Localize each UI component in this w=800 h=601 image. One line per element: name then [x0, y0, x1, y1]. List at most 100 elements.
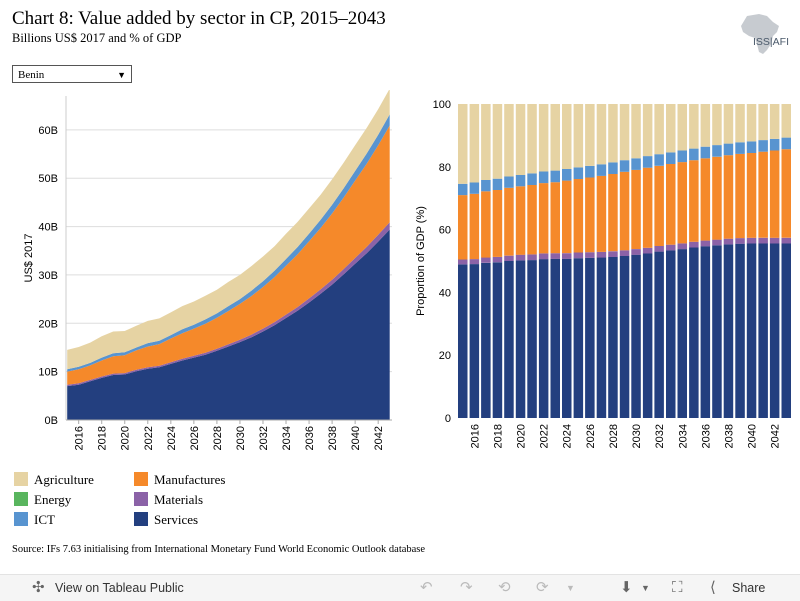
bar-manufactures-2041: [758, 151, 768, 238]
x-tick-label: 2024: [562, 424, 574, 448]
bar-services-2041: [758, 243, 768, 418]
bar-services-2023: [550, 258, 560, 418]
x-tick-label: 2036: [700, 424, 712, 448]
bar-services-2039: [735, 243, 745, 418]
bar-agriculture-2019: [504, 104, 514, 177]
bar-manufactures-2016: [469, 193, 480, 260]
bar-manufactures-2030: [631, 169, 641, 249]
x-tick-label: 2040: [747, 424, 759, 448]
x-tick-label: 2022: [539, 424, 551, 448]
bar-ict-2037: [712, 145, 722, 157]
bar-manufactures-2018: [492, 190, 503, 257]
bar-materials-2022: [538, 253, 549, 260]
bar-agriculture-2017: [481, 104, 491, 180]
bar-ict-2030: [631, 158, 641, 170]
refresh-dropdown-icon[interactable]: ▼: [566, 583, 575, 593]
bar-materials-2019: [504, 255, 514, 261]
legend-swatch: [134, 512, 148, 526]
x-tick-label: 2042: [770, 424, 782, 448]
bar-ict-2035: [689, 148, 699, 161]
bar-ict-2031: [642, 156, 653, 168]
bar-agriculture-2015: [458, 104, 468, 184]
share-button[interactable]: Share: [732, 581, 766, 595]
bar-manufactures-2043: [781, 149, 791, 238]
y-tick-label: 40B: [38, 222, 58, 234]
bar-agriculture-2036: [700, 104, 711, 147]
bar-manufactures-2033: [666, 164, 676, 245]
bar-materials-2016: [469, 259, 480, 265]
bar-agriculture-2033: [666, 104, 676, 153]
download-dropdown-icon[interactable]: ▼: [641, 583, 650, 593]
bar-ict-2034: [677, 150, 687, 163]
bar-services-2029: [619, 256, 630, 418]
bar-manufactures-2036: [700, 158, 711, 241]
bar-materials-2023: [550, 253, 560, 259]
bar-services-2034: [677, 249, 687, 418]
legend-item-ict[interactable]: ICT: [14, 512, 55, 528]
bar-services-2017: [481, 262, 491, 418]
x-tick-label: 2040: [350, 426, 362, 450]
y-tick-label: 30B: [38, 270, 58, 282]
bar-agriculture-2018: [492, 104, 503, 179]
bar-manufactures-2025: [573, 179, 584, 253]
share-icon[interactable]: ⟨: [710, 579, 716, 596]
x-tick-label: 2028: [212, 426, 224, 450]
bar-materials-2040: [746, 237, 757, 244]
tableau-toolbar: ✣ View on Tableau Public ↶ ↷ ⟲ ⟳ ▼ ⬇ ▼ ⛶…: [0, 574, 800, 601]
country-select[interactable]: Benin ▼: [12, 65, 132, 83]
bar-ict-2025: [573, 167, 584, 179]
x-tick-label: 2018: [492, 424, 504, 448]
legend-item-agriculture[interactable]: Agriculture: [14, 472, 94, 488]
bar-materials-2043: [781, 237, 791, 244]
svg-text:ISS|AFI: ISS|AFI: [753, 36, 789, 48]
legend-item-manufactures[interactable]: Manufactures: [134, 472, 225, 488]
y-tick-label: 0B: [45, 415, 58, 427]
bar-services-2025: [573, 258, 584, 418]
bar-services-2031: [642, 253, 653, 418]
bar-agriculture-2030: [631, 104, 641, 159]
y-tick-label: 60B: [38, 125, 58, 137]
bar-materials-2026: [585, 252, 595, 258]
bar-manufactures-2024: [562, 180, 572, 254]
legend-item-services[interactable]: Services: [134, 512, 198, 528]
iss-afi-logo: ISS|AFI: [741, 14, 789, 54]
bar-services-2043: [781, 243, 791, 418]
area-series-manufactures: [67, 125, 390, 385]
bar-manufactures-2035: [689, 160, 699, 242]
bar-ict-2019: [504, 176, 514, 188]
bar-agriculture-2038: [723, 104, 734, 144]
bar-agriculture-2032: [654, 104, 664, 155]
bar-services-2015: [458, 264, 468, 418]
revert-icon[interactable]: ⟲: [498, 579, 511, 596]
bar-agriculture-2016: [469, 104, 480, 183]
legend-label: ICT: [34, 512, 55, 527]
bar-services-2022: [538, 259, 549, 418]
bar-ict-2033: [666, 152, 676, 164]
download-icon[interactable]: ⬇: [620, 579, 633, 596]
bar-materials-2039: [735, 238, 745, 244]
bar-agriculture-2022: [538, 104, 549, 172]
fullscreen-icon[interactable]: ⛶: [672, 579, 683, 596]
legend-item-materials[interactable]: Materials: [134, 492, 203, 508]
bar-agriculture-2029: [619, 104, 630, 161]
bar-manufactures-2029: [619, 171, 630, 251]
bar-services-2020: [515, 260, 526, 418]
bar-ict-2018: [492, 178, 503, 190]
bar-ict-2028: [608, 162, 618, 174]
legend-item-energy[interactable]: Energy: [14, 492, 71, 508]
bar-services-2016: [469, 264, 480, 418]
redo-icon[interactable]: ↷: [460, 579, 473, 596]
area-series-agriculture: [67, 90, 390, 370]
view-on-tableau-link[interactable]: View on Tableau Public: [55, 581, 184, 595]
bar-manufactures-2039: [735, 153, 745, 239]
refresh-icon[interactable]: ⟳: [536, 579, 549, 596]
bar-agriculture-2034: [677, 104, 687, 151]
y-axis-title: Proportion of GDP (%): [415, 206, 427, 316]
chevron-down-icon: ▼: [117, 70, 126, 80]
x-tick-label: 2018: [97, 426, 109, 450]
x-tick-label: 2034: [677, 424, 689, 448]
undo-icon[interactable]: ↶: [420, 579, 433, 596]
bar-manufactures-2028: [608, 174, 618, 252]
bar-ict-2036: [700, 146, 711, 159]
bar-materials-2027: [596, 251, 607, 258]
